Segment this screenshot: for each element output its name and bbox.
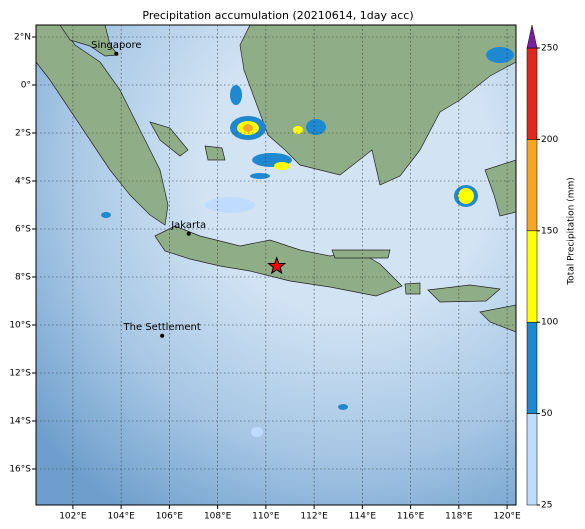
colorbar-segment — [526, 139, 538, 232]
y-tick-label: 10°S — [9, 321, 31, 331]
x-tick-label: 118°E — [445, 512, 473, 522]
x-tick-label: 116°E — [397, 512, 425, 522]
y-tick-label: 2°N — [14, 33, 31, 43]
x-tick-label: 114°E — [349, 512, 377, 522]
event-marker — [267, 256, 287, 275]
colorbar-label: Total Precipitation (mm) — [567, 177, 577, 286]
x-tick-label: 108°E — [204, 512, 232, 522]
place-label: Jakarta — [170, 220, 206, 231]
x-tick-label: 104°E — [107, 512, 135, 522]
basemap — [36, 25, 516, 505]
colorbar-tick-label: 25 — [541, 501, 552, 511]
x-tick-label: 112°E — [300, 512, 328, 522]
colorbar-segment — [526, 47, 538, 140]
place-dot — [160, 333, 165, 338]
precipitation — [101, 47, 514, 437]
y-tick-label: 12°S — [9, 369, 31, 379]
y-tick-label: 16°S — [9, 465, 31, 475]
colorbar-tick-label: 50 — [541, 409, 553, 419]
colorbar-segment — [526, 321, 538, 414]
x-tick-label: 120°E — [493, 512, 521, 522]
map-title: Precipitation accumulation (20210614, 1d… — [142, 9, 413, 22]
colorbar-tick-label: 100 — [541, 318, 558, 328]
place-dot — [186, 231, 191, 236]
y-tick-label: 6°S — [15, 225, 31, 235]
x-tick-label: 102°E — [59, 512, 87, 522]
colorbar-tick-label: 250 — [541, 44, 558, 54]
y-tick-label: 14°S — [9, 417, 31, 427]
x-tick-label: 106°E — [156, 512, 184, 522]
x-tick-label: 110°E — [252, 512, 280, 522]
colorbar-segment — [526, 230, 538, 323]
y-tick-label: 8°S — [15, 273, 31, 283]
place-label: Singapore — [91, 40, 141, 51]
y-tick-label: 4°S — [15, 177, 31, 187]
place-dot — [114, 51, 119, 56]
colorbar-segment — [526, 413, 538, 506]
map-frame — [35, 24, 517, 506]
y-tick-label: 0° — [21, 81, 31, 91]
place-label: The Settlement — [123, 322, 201, 333]
colorbar-tick-label: 200 — [541, 135, 558, 145]
colorbar-tick-label: 150 — [541, 226, 558, 236]
colorbar-extend — [526, 24, 538, 49]
y-tick-label: 2°S — [15, 129, 31, 139]
